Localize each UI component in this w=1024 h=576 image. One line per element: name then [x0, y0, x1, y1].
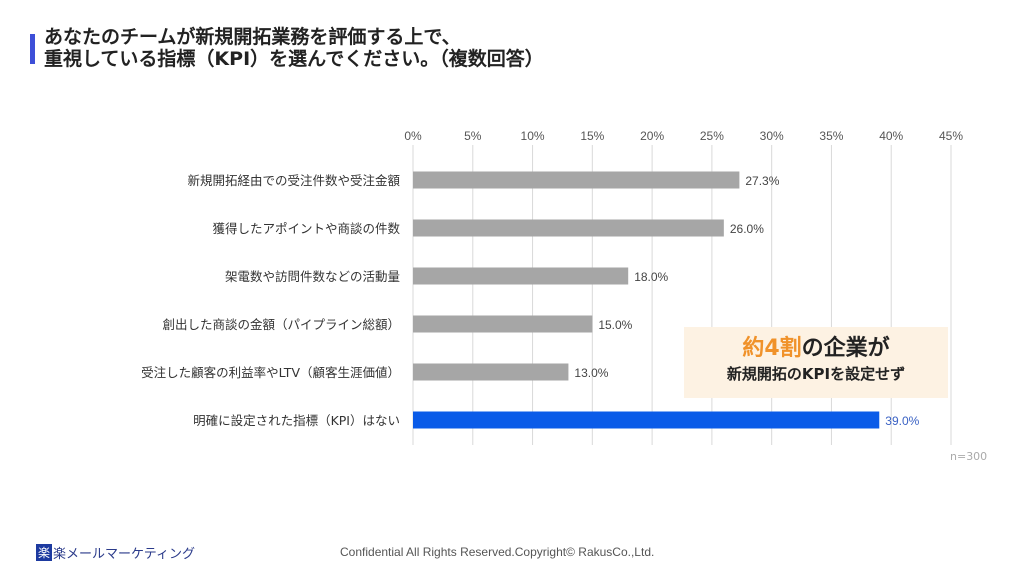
category-label: 架電数や訪問件数などの活動量 — [225, 269, 400, 284]
title-accent-bar — [30, 34, 35, 64]
title-line-1: あなたのチームが新規開拓業務を評価する上で、 — [44, 26, 461, 48]
callout-line2: 新規開拓のKPIを設定せず — [726, 365, 906, 383]
x-tick-label: 25% — [700, 129, 724, 143]
x-tick-label: 20% — [640, 129, 664, 143]
data-label: 18.0% — [634, 270, 668, 284]
page-title: あなたのチームが新規開拓業務を評価する上で、 重視している指標（KPI）を選んで… — [44, 26, 544, 70]
x-tick-label: 30% — [760, 129, 784, 143]
title-line-2: 重視している指標（KPI）を選んでください。（複数回答） — [44, 48, 544, 70]
data-label: 26.0% — [730, 222, 764, 236]
callout-line1: の企業が — [801, 336, 890, 361]
x-tick-label: 40% — [879, 129, 903, 143]
category-label: 明確に設定された指標（KPI）はない — [193, 413, 400, 428]
x-tick-label: 15% — [580, 129, 604, 143]
bar — [413, 267, 629, 285]
category-label: 受注した顧客の利益率やLTV（顧客生涯価値） — [141, 365, 400, 380]
data-label: 27.3% — [745, 174, 779, 188]
category-label: 新規開拓経由での受注件数や受注金額 — [187, 173, 400, 188]
callout-box: 約4割の企業が 新規開拓のKPIを設定せず — [684, 327, 948, 398]
data-label: 39.0% — [885, 414, 919, 428]
logo: 楽 楽メールマーケティング — [36, 543, 195, 562]
bar — [413, 219, 724, 237]
copyright: Confidential All Rights Reserved.Copyrig… — [340, 545, 655, 559]
callout-highlight: 約4割 — [742, 336, 802, 361]
logo-mark: 楽 — [36, 544, 52, 561]
bar — [413, 315, 593, 333]
bar — [413, 171, 740, 189]
sample-size-note: n=300 — [950, 450, 988, 463]
category-label: 創出した商談の金額（パイプライン総額） — [162, 317, 400, 332]
x-tick-label: 35% — [819, 129, 843, 143]
bar — [413, 363, 569, 381]
data-label: 13.0% — [574, 366, 608, 380]
x-tick-label: 10% — [521, 129, 545, 143]
bar — [413, 411, 880, 429]
data-label: 15.0% — [598, 318, 632, 332]
x-tick-label: 0% — [404, 129, 422, 143]
x-tick-label: 5% — [464, 129, 482, 143]
category-label: 獲得したアポイントや商談の件数 — [212, 221, 400, 236]
logo-text: 楽メールマーケティング — [53, 547, 195, 562]
x-tick-label: 45% — [939, 129, 963, 143]
